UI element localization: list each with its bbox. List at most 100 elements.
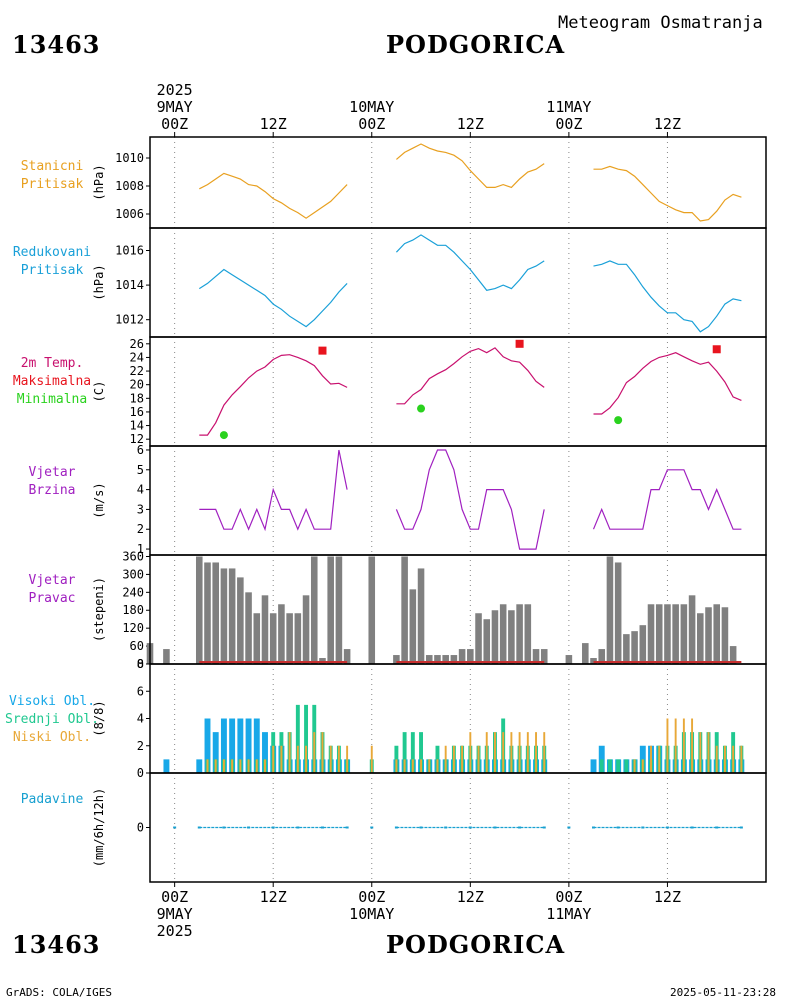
cloud-low-bar xyxy=(682,718,685,773)
panel-label-wind_speed-0: Vjetar xyxy=(28,465,76,480)
y-tick-label: 6 xyxy=(137,443,144,457)
precip-bar xyxy=(567,826,571,829)
wind-dir-bar xyxy=(582,643,589,664)
wind-dir-bar xyxy=(335,556,343,664)
y-tick-label: 6 xyxy=(137,684,144,698)
panel-label-wind_speed-1: Brzina xyxy=(28,483,76,498)
panel-label-wind_dir-1: Pravac xyxy=(28,591,76,606)
time-axis-top-label: 12Z xyxy=(457,115,484,133)
cloud-low-bar xyxy=(444,745,447,773)
time-axis-top-label: 2025 xyxy=(157,81,193,99)
cloud-low-bar xyxy=(658,745,661,773)
cloud-high-bar xyxy=(220,718,227,773)
panel-label-precip-0: Padavine xyxy=(20,792,84,807)
cloud-low-bar xyxy=(239,759,242,773)
cloud-low-bar xyxy=(428,759,431,773)
cloud-low-bar xyxy=(395,759,398,773)
time-axis-top-label: 12Z xyxy=(654,115,681,133)
station-name-bottom: PODGORICA xyxy=(386,930,566,959)
cloud-low-bar xyxy=(337,745,340,773)
wind-dir-bar xyxy=(655,604,663,664)
precip-bar xyxy=(641,826,645,829)
y-tick-label: 3 xyxy=(137,502,144,516)
series-line-day1 xyxy=(199,172,348,219)
cloud-high-bar xyxy=(253,718,260,773)
y-tick-label: 24 xyxy=(130,350,144,364)
wind-dir-bar xyxy=(664,604,671,664)
wind-dir-bar xyxy=(606,556,614,664)
wind-dir-bar xyxy=(269,613,277,664)
cloud-low-bar xyxy=(674,718,677,773)
panel-label-clouds-0: Visoki Obl. xyxy=(8,694,96,709)
min-temp-marker xyxy=(614,416,623,425)
cloud-high-bar xyxy=(229,718,236,773)
cloud-low-bar xyxy=(329,745,332,773)
cloud-low-bar xyxy=(222,759,225,773)
series-line-day2 xyxy=(395,234,545,291)
meteogram-title: Meteogram Osmatranja xyxy=(558,13,763,33)
grads-credit: GrADS: COLA/IGES xyxy=(6,986,112,999)
wind-dir-bar xyxy=(647,604,655,664)
y-tick-label: 240 xyxy=(122,585,144,599)
cloud-high-bar xyxy=(163,759,170,773)
time-axis-bottom-label: 00Z xyxy=(358,888,385,906)
y-tick-label: 120 xyxy=(122,621,144,635)
cloud-low-bar xyxy=(502,732,505,773)
time-axis-bottom-label: 10MAY xyxy=(349,905,394,923)
cloud-low-bar xyxy=(641,759,644,773)
series-line-day3 xyxy=(593,260,742,333)
time-axis-top-label: 9MAY xyxy=(157,98,193,116)
cloud-low-bar xyxy=(436,759,439,773)
series-line-day1 xyxy=(199,449,348,532)
wind-dir-bar xyxy=(508,610,515,664)
cloud-mid-bar xyxy=(624,759,629,773)
y-axis-unit: (hPa) xyxy=(92,264,106,300)
y-tick-label: 5 xyxy=(137,463,144,477)
panel-label-pressure-1: Pritisak xyxy=(20,177,84,192)
cloud-low-bar xyxy=(420,759,422,773)
min-temp-marker xyxy=(417,404,426,413)
time-axis-top-label: 12Z xyxy=(260,115,287,133)
wind-dir-bar xyxy=(401,556,408,664)
panel-precip: 0 (mm/6h/12h) xyxy=(92,772,767,883)
panel-frame xyxy=(149,227,767,338)
cloud-high-bar xyxy=(590,759,597,773)
precip-bar xyxy=(296,826,300,829)
y-tick-label: 2 xyxy=(137,739,144,753)
wind-dir-bar xyxy=(458,649,466,664)
cloud-low-bar xyxy=(707,732,710,773)
precip-bar xyxy=(739,826,743,829)
panel-label-temp-2: Minimalna xyxy=(16,392,88,407)
cloud-low-bar xyxy=(650,745,652,773)
y-tick-label: 20 xyxy=(130,378,144,392)
wind-dir-bar xyxy=(245,592,252,664)
wind-dir-bar xyxy=(302,595,310,664)
wind-dir-bar xyxy=(294,613,302,664)
cloud-low-bar xyxy=(370,745,373,773)
cloud-mid-bar xyxy=(402,732,407,773)
station-name: PODGORICA xyxy=(386,30,566,59)
precip-bar xyxy=(715,826,719,829)
time-axis-top-label: 11MAY xyxy=(546,98,591,116)
y-tick-label: 26 xyxy=(130,337,144,351)
series-line-day3 xyxy=(593,352,742,415)
time-axis-bottom-label: 11MAY xyxy=(546,905,591,923)
precip-bar xyxy=(370,826,374,829)
wind-dir-bar xyxy=(672,604,679,664)
max-temp-marker xyxy=(712,345,721,354)
y-tick-label: 8 xyxy=(137,657,144,671)
cloud-mid-bar xyxy=(410,732,415,773)
wind-dir-bar xyxy=(516,604,523,664)
wind-dir-bar xyxy=(467,649,474,664)
time-axis-bottom-label: 12Z xyxy=(457,888,484,906)
panel-label-temp-1: Maksimalna xyxy=(12,374,92,389)
precip-bar xyxy=(665,826,669,829)
cloud-low-bar xyxy=(469,732,472,773)
panel-label-reduced-1: Pritisak xyxy=(20,263,84,278)
wind-dir-bar xyxy=(228,568,236,664)
precip-bar xyxy=(247,826,251,829)
cloud-low-bar xyxy=(231,759,234,773)
cloud-low-bar xyxy=(411,759,414,773)
cloud-low-bar xyxy=(461,745,464,773)
